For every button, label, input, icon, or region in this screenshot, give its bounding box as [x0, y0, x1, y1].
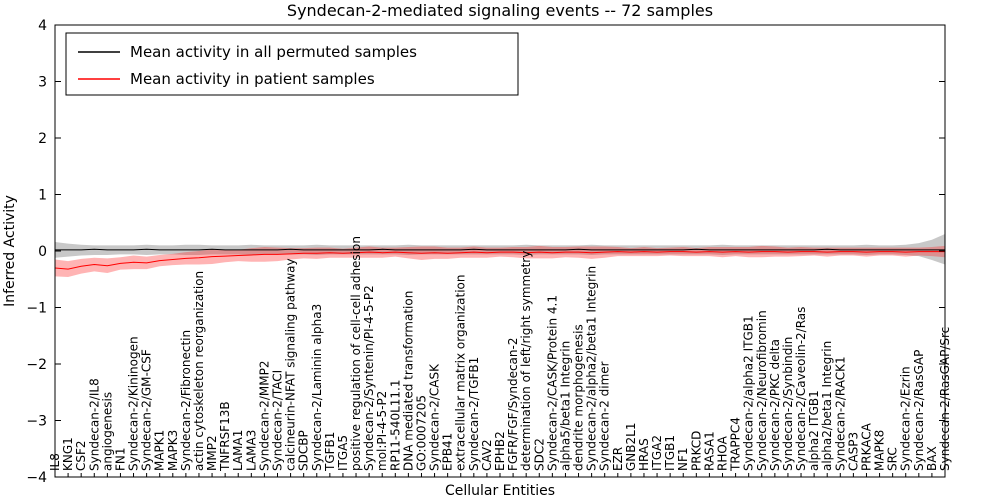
y-tick-label: −1 [26, 301, 47, 317]
x-tick-label: determination of left/right symmetry [519, 251, 533, 471]
chart-layer: IL8 KNG1 CSF2 Syndecan-2/IL8 angiogenesis FN1… [26, 18, 952, 486]
y-tick-label: 4 [38, 18, 47, 34]
x-tick-label: MAPK1 [153, 430, 167, 471]
x-tick-label: Syndecan-2/GM-CSF [140, 349, 154, 471]
x-tick-label: alpha2/beta1 Integrin [820, 341, 834, 471]
series-line-1 [54, 251, 945, 270]
y-axis-label: Inferred Activity [2, 195, 18, 307]
x-tick-label: FGFR/FGF/Syndecan-2 [506, 338, 520, 471]
x-tick-label: Syndecan-2/IL8 [87, 378, 101, 471]
x-tick-label: Syndecan-2/Syntenin/PI-4-5-P2 [362, 285, 376, 471]
y-tick-label: −3 [26, 414, 47, 430]
x-tick-label: LAMA1 [231, 430, 245, 471]
x-tick-label: Syndecan-2/Neurofibromin [755, 310, 769, 471]
x-tick-label: Syndecan-2/Synbindin [781, 337, 795, 471]
x-tick-label: Syndecan-2/alpha2/beta1 Integrin [585, 266, 599, 471]
y-tick-label: 0 [38, 244, 47, 260]
x-tick-label: CASP3 [846, 432, 860, 471]
x-tick-label: GO:0007205 [414, 395, 428, 471]
x-tick-label: alpha2 ITGB1 [807, 390, 821, 471]
x-tick-label: ITGA5 [336, 435, 350, 471]
x-tick-label: SRC [886, 447, 900, 471]
series-band-1 [55, 245, 945, 277]
x-tick-label: angiogenesis [100, 392, 114, 471]
x-tick-label: EPHB2 [493, 431, 507, 471]
x-tick-label: calcineurin-NFAT signaling pathway [284, 258, 298, 471]
x-tick-label: EPB41 [441, 433, 455, 471]
x-tick-label: KNG1 [61, 437, 75, 471]
x-tick-label: Syndecan-2 dimer [598, 361, 612, 471]
x-tick-label: SDC2 [532, 438, 546, 471]
x-tick-label: Syndecan-2/TGFB1 [467, 357, 481, 471]
x-tick-label: HRAS [637, 438, 651, 471]
x-tick-label: ITGA2 [650, 435, 664, 471]
x-tick-label: Syndecan-2/CASK [428, 363, 442, 471]
x-tick-label: alpha5/beta1 Integrin [558, 341, 572, 471]
x-tick-label: RP11-540L11.1 [388, 380, 402, 471]
x-tick-label: Syndecan-2/PKC delta [768, 339, 782, 471]
x-tick-label: EZR [611, 447, 625, 471]
chart-title: Syndecan-2-mediated signaling events -- … [287, 1, 713, 20]
x-tick-label: BAX [925, 446, 939, 471]
x-tick-label: DNA mediated transformation [401, 291, 415, 471]
x-tick-label: dendrite morphogenesis [572, 324, 586, 471]
x-tick-label: Syndecan-2/CASK/Protein 4.1 [545, 295, 559, 471]
y-tick-label: −4 [26, 470, 47, 486]
y-tick-label: 2 [38, 131, 47, 147]
x-tick-label: ITGB1 [663, 435, 677, 471]
legend-box [65, 32, 519, 96]
x-tick-label: PRKACA [859, 422, 873, 471]
x-tick-label: positive regulation of cell-cell adhesio… [349, 236, 363, 471]
x-tick-label: MAPK8 [873, 430, 887, 471]
series-line-0 [55, 248, 945, 251]
x-tick-label: extracellular matrix organization [454, 275, 468, 472]
x-tick-label: Syndecan-2/RACK1 [833, 356, 847, 471]
x-tick-label: Syndecan-2/alpha2 ITGB1 [742, 315, 756, 471]
x-tick-label: RASA1 [702, 431, 716, 471]
x-tick-label: Syndecan-2/RasGAP [912, 350, 926, 471]
x-tick-label: TNFRSF13B [218, 401, 232, 472]
x-tick-label: Syndecan-2/Laminin alpha3 [310, 304, 324, 471]
x-tick-label: actin cytoskeleton reorganization [192, 271, 206, 471]
x-tick-label: NF1 [676, 447, 690, 471]
x-tick-label: SDCBP [297, 430, 311, 471]
x-tick-label: Syndecan-2/Caveolin-2/Ras [794, 307, 808, 471]
x-tick-label: RHOA [716, 435, 730, 471]
x-axis-label: Cellular Entities [445, 483, 555, 499]
x-tick-label: MAPK3 [166, 430, 180, 471]
x-tick-label: TRAPPC4 [729, 417, 743, 472]
x-tick-label: Syndecan-2/MMP2 [257, 361, 271, 471]
x-tick-label: CSF2 [74, 440, 88, 471]
x-tick-label: Syndecan-2/TACI [271, 370, 285, 471]
legend-label-permuted-samples: Mean activity in all permuted samples [130, 43, 417, 61]
y-tick-label: −2 [26, 357, 47, 373]
legend: Mean activity in all permuted samples Me… [65, 32, 519, 96]
x-tick-label: MMP2 [205, 435, 219, 471]
series-band-0 [55, 234, 945, 265]
plot-border [54, 24, 946, 478]
x-tick-label: Syndecan-2/Ezrin [899, 366, 913, 471]
y-tick-label: 1 [38, 188, 47, 204]
x-tick-label: Syndecan-2/Fibronectin [179, 330, 193, 471]
x-tick-label: TGFB1 [323, 432, 337, 472]
legend-label-patient-samples: Mean activity in patient samples [130, 70, 375, 88]
y-tick-label: 3 [38, 75, 47, 91]
x-tick-label: Syndecan-2/Kininogen [127, 336, 141, 471]
x-tick-label: GNB2L1 [624, 423, 638, 471]
x-tick-label: FN1 [113, 447, 127, 471]
x-tick-label: mol:PI-4-5-P2 [375, 391, 389, 471]
x-tick-label: LAMA3 [244, 430, 258, 471]
x-tick-label: CAV2 [480, 439, 494, 471]
x-tick-label: PRKCD [689, 431, 703, 471]
